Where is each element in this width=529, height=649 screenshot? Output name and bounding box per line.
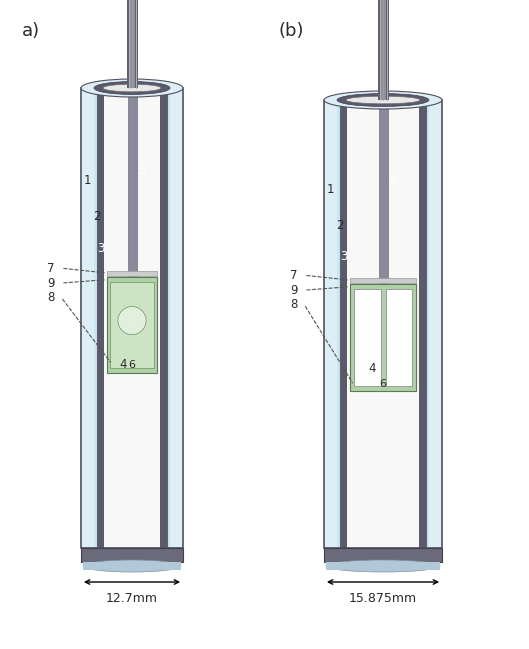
Text: 15.875mm: 15.875mm	[349, 592, 417, 605]
Ellipse shape	[83, 560, 181, 572]
Bar	[350, 284, 416, 391]
Bar	[324, 100, 337, 548]
Bar	[170, 88, 183, 548]
Bar	[347, 100, 419, 548]
Text: 5: 5	[138, 164, 145, 177]
Text: 6: 6	[379, 379, 387, 389]
Bar	[386, 289, 412, 386]
Text: 3: 3	[340, 251, 347, 263]
Bar	[81, 88, 183, 548]
Bar	[426, 100, 429, 548]
Text: 2: 2	[93, 210, 101, 223]
Bar	[104, 88, 160, 548]
Ellipse shape	[324, 91, 442, 109]
Bar	[324, 100, 442, 548]
Text: a): a)	[22, 22, 40, 40]
Bar	[380, 0, 386, 100]
Bar	[340, 100, 347, 548]
Bar	[429, 100, 442, 548]
Bar	[337, 100, 340, 548]
Bar	[379, 100, 388, 288]
Text: 6: 6	[129, 360, 135, 370]
Bar	[419, 100, 426, 548]
Bar	[324, 548, 442, 562]
Ellipse shape	[346, 96, 420, 104]
Bar	[107, 271, 157, 276]
Text: 7: 7	[47, 262, 54, 275]
Bar	[81, 548, 183, 562]
Bar	[83, 562, 181, 570]
Text: 12.7mm: 12.7mm	[106, 592, 158, 605]
Bar	[354, 289, 380, 386]
Ellipse shape	[103, 84, 161, 92]
Bar	[326, 562, 440, 570]
Circle shape	[118, 306, 146, 335]
Bar	[81, 88, 94, 548]
Ellipse shape	[81, 79, 183, 97]
Ellipse shape	[337, 93, 429, 106]
Bar	[127, 88, 136, 281]
Bar	[110, 282, 154, 368]
Ellipse shape	[94, 82, 170, 95]
Text: 8: 8	[47, 291, 54, 304]
Text: 4: 4	[120, 358, 127, 371]
Text: 8: 8	[290, 298, 298, 311]
Bar	[167, 88, 170, 548]
Bar	[129, 0, 135, 88]
Bar	[160, 88, 167, 548]
Bar	[340, 100, 426, 548]
Bar	[378, 0, 388, 100]
Bar	[97, 88, 167, 548]
Bar	[97, 88, 104, 548]
Text: 7: 7	[290, 269, 298, 282]
Bar	[81, 88, 183, 548]
Text: 3: 3	[97, 243, 104, 256]
Bar	[324, 100, 442, 548]
Text: 5: 5	[389, 174, 396, 187]
Bar	[107, 276, 157, 373]
Text: 1: 1	[84, 173, 91, 186]
Bar	[350, 278, 416, 283]
Ellipse shape	[326, 560, 440, 572]
Text: (b): (b)	[278, 22, 304, 40]
Text: 9: 9	[290, 284, 298, 297]
Bar	[126, 0, 138, 88]
Bar	[94, 88, 97, 548]
Text: 1: 1	[327, 183, 334, 196]
Text: 2: 2	[336, 219, 343, 232]
Text: 9: 9	[47, 276, 54, 289]
Text: 4: 4	[369, 362, 376, 375]
